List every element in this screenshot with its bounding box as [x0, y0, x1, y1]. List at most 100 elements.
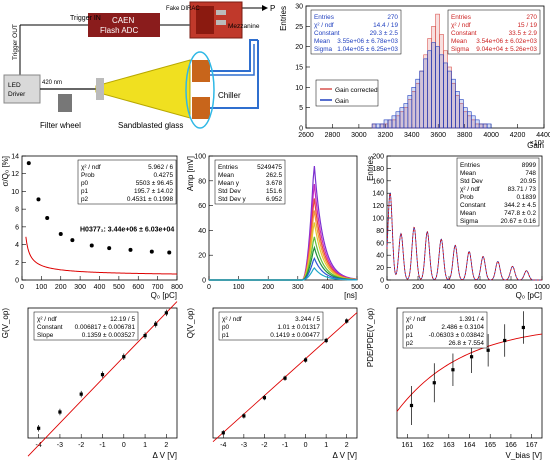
- stats-key: Entries: [451, 14, 471, 21]
- filter-wheel: [58, 94, 72, 112]
- y-axis-label: Amp [mV]: [186, 156, 195, 191]
- pmt-upper: [192, 60, 210, 82]
- stats-box: χ² / ndf 12.19 / 5 Constant 0.006817 ± 0.00…: [33, 311, 139, 341]
- data-point: [58, 231, 63, 236]
- histogram-bin: [411, 87, 417, 129]
- data-point: [324, 338, 328, 343]
- data-point: [521, 325, 525, 330]
- histogram-bin: [419, 70, 424, 129]
- stats-value: 262.5: [266, 172, 282, 179]
- stats-value: 747.8 ± 0.2: [504, 210, 536, 217]
- data-point: [345, 319, 349, 323]
- chiller-label: Chiller: [218, 91, 241, 100]
- x-tick-label: 400: [443, 284, 455, 291]
- histogram-bin: [431, 42, 436, 129]
- stats-key: Sigma: [451, 46, 470, 53]
- stats-key: χ² / ndf: [81, 164, 101, 171]
- data-point: [432, 381, 436, 385]
- x-axis-label: Δ V [V]: [153, 451, 177, 460]
- y-tick-label: 200: [372, 154, 384, 161]
- adc-line2: Flash ADC: [100, 26, 138, 35]
- histogram-bin: [387, 119, 393, 129]
- stats-key: Entries: [460, 162, 480, 169]
- x-tick-label: 500: [351, 284, 363, 291]
- histogram-bin: [459, 99, 464, 129]
- x-tick-label: 100: [233, 284, 245, 291]
- stats-value: 0.4275: [153, 172, 173, 179]
- y-tick-label: 6: [15, 224, 19, 231]
- data-point: [262, 396, 267, 400]
- fit-curve: [25, 236, 178, 275]
- x-axis-label: Q₀ [pC]: [151, 291, 177, 300]
- histogram-bin: [470, 115, 476, 129]
- spectrum-fit: [386, 192, 542, 281]
- data-point: [107, 246, 112, 251]
- stats-value: 0.1359 ± 0.003527: [82, 332, 136, 339]
- x-tick-label: -2: [78, 442, 84, 449]
- x-tick-label: 4000: [483, 132, 499, 139]
- stats-key: Constant: [460, 202, 486, 209]
- x-tick-label: 300: [292, 284, 304, 291]
- x-tick-label: 600: [132, 284, 144, 291]
- stats-value: 20.95: [520, 178, 536, 185]
- x-tick-label: 2800: [325, 132, 341, 139]
- stats-value: 5.962 / 6: [148, 164, 173, 171]
- stats-value: 20.67 ± 0.16: [501, 218, 537, 225]
- x-tick-label: 3600: [430, 132, 446, 139]
- x-tick-label: 800: [505, 284, 517, 291]
- chiller-ring: [185, 51, 215, 129]
- data-point: [100, 373, 105, 377]
- x-tick-label: 166: [505, 442, 517, 449]
- x-tick-label: 0: [207, 284, 211, 291]
- y-axis-label: G(V_op): [1, 308, 10, 339]
- pde-vs-vbias-chart: 161 162 163 164 165 166 167 V_bias [V] PDE/PDE(V…: [366, 307, 543, 460]
- y-tick-label: 14: [11, 154, 19, 161]
- histogram-bin: [375, 123, 381, 129]
- x-tick-label: 4200: [510, 132, 526, 139]
- y-tick-label: 160: [372, 178, 384, 185]
- y-tick-label: 100: [372, 216, 384, 223]
- y-tick-label: 4: [15, 242, 19, 249]
- y-tick-label: 12: [11, 171, 19, 178]
- sandblasted-glass-label: Sandblasted glass: [118, 121, 183, 130]
- legend: Gain corrected Gain: [315, 79, 379, 107]
- y-tick-label: 140: [372, 191, 384, 198]
- x-tick-label: 500: [113, 284, 125, 291]
- histogram-bin: [463, 107, 468, 129]
- histogram-bin: [478, 123, 484, 129]
- x-tick-label: 163: [443, 442, 455, 449]
- stats-box: Entries 8999 Mean 748 Std Dev 20.95 χ² / ndf 83…: [456, 157, 540, 227]
- stats-key: Mean: [314, 38, 330, 45]
- fit-line: [27, 301, 178, 457]
- data-point: [122, 355, 126, 359]
- stats-value: 15 / 19: [517, 22, 537, 29]
- x-tick-label: 0: [20, 284, 24, 291]
- histogram-bin: [395, 111, 401, 129]
- x-tick-label: 164: [464, 442, 476, 449]
- data-point: [283, 376, 287, 380]
- data-point: [303, 358, 308, 362]
- data-point: [503, 338, 507, 343]
- data-point: [409, 403, 414, 408]
- x-tick-label: 600: [474, 284, 486, 291]
- x-tick-label: -4: [220, 442, 226, 449]
- stats-value: 3.55e+06 ± 6.78e+03: [337, 38, 398, 45]
- data-point: [70, 238, 75, 243]
- stats-value: 270: [526, 14, 537, 21]
- x-tick-label: 162: [422, 442, 434, 449]
- stats-key: Mean: [451, 38, 467, 45]
- stats-key: Entries: [314, 14, 334, 21]
- filter-wheel-label: Filter wheel: [40, 121, 81, 130]
- stats-value: 29.3 ± 2.5: [370, 30, 399, 37]
- stats-key: Std Dev y: [218, 196, 247, 203]
- x-tick-label: 0: [122, 442, 126, 449]
- stats-key: Constant: [451, 30, 477, 37]
- stats-value: 26.8 ± 7.554: [449, 340, 485, 347]
- wavelength-label: 420 nm: [42, 80, 62, 86]
- y-tick-label: 0: [299, 126, 303, 133]
- x-tick-label: 100: [36, 284, 48, 291]
- y-tick-label: 40: [198, 228, 206, 235]
- x-tick-label: 161: [402, 442, 414, 449]
- x-tick-label: -3: [57, 442, 63, 449]
- stats-value: 1.04e+05 ± 6.25e+03: [337, 46, 398, 53]
